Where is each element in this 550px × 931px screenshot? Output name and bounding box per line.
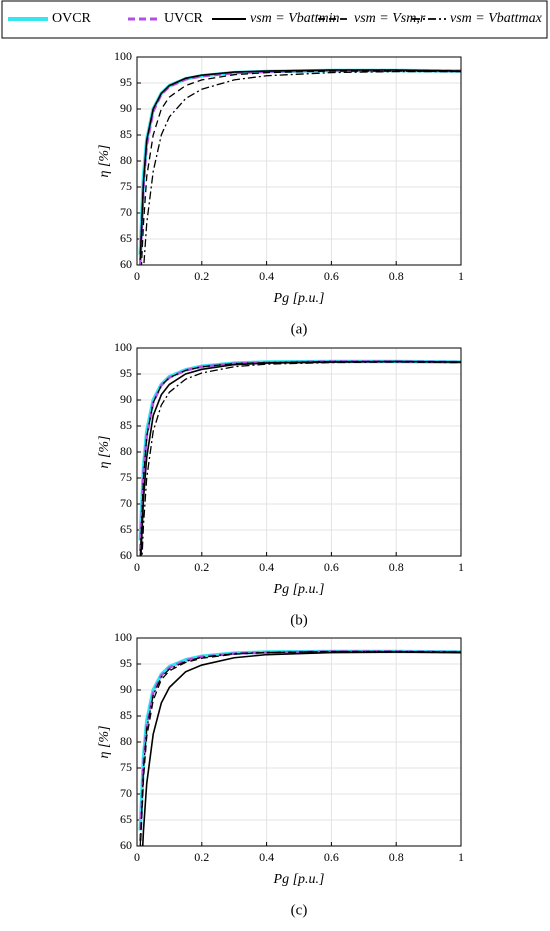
y-tick-label: 90 bbox=[120, 392, 132, 406]
y-tick-label: 80 bbox=[120, 734, 132, 748]
x-tick-label: 1 bbox=[458, 560, 464, 574]
legend-label: vsm = Vbattmin bbox=[250, 11, 340, 26]
axes-box bbox=[136, 56, 462, 266]
x-tick-label: 0 bbox=[134, 850, 140, 864]
x-tick-label: 1 bbox=[458, 850, 464, 864]
axes-box bbox=[136, 637, 462, 847]
y-tick-label: 95 bbox=[120, 75, 132, 89]
y-axis-label: η [%] bbox=[97, 144, 112, 177]
caption: (a) bbox=[291, 321, 308, 337]
x-axis-label: Pg [p.u.] bbox=[273, 872, 325, 887]
x-axis-label: Pg [p.u.] bbox=[273, 582, 325, 597]
y-tick-label: 95 bbox=[120, 656, 132, 670]
x-tick-label: 0.4 bbox=[259, 850, 274, 864]
axes-box bbox=[136, 347, 462, 557]
y-tick-label: 75 bbox=[120, 179, 132, 193]
series-line bbox=[139, 650, 461, 846]
caption: (c) bbox=[291, 902, 308, 918]
y-tick-label: 60 bbox=[120, 548, 132, 562]
y-tick-label: 90 bbox=[120, 682, 132, 696]
x-tick-label: 0.8 bbox=[389, 850, 404, 864]
x-tick-label: 0 bbox=[134, 269, 140, 283]
y-tick-label: 65 bbox=[120, 812, 132, 826]
y-tick-label: 70 bbox=[120, 205, 132, 219]
y-tick-label: 60 bbox=[120, 838, 132, 852]
x-tick-label: 0.8 bbox=[389, 560, 404, 574]
caption: (b) bbox=[290, 612, 308, 628]
x-tick-label: 0 bbox=[134, 560, 140, 574]
y-tick-label: 60 bbox=[120, 257, 132, 271]
y-axis-label: η [%] bbox=[97, 725, 112, 758]
x-axis-label: Pg [p.u.] bbox=[273, 291, 325, 306]
legend-label: vsm = Vbattmax bbox=[450, 11, 543, 26]
legend-label: UVCR bbox=[164, 11, 204, 26]
y-tick-label: 70 bbox=[120, 496, 132, 510]
legend-box bbox=[1, 0, 548, 39]
y-tick-label: 85 bbox=[120, 708, 132, 722]
series-line bbox=[138, 69, 461, 265]
x-tick-label: 0.4 bbox=[259, 560, 274, 574]
x-tick-label: 0.6 bbox=[324, 269, 339, 283]
y-tick-label: 75 bbox=[120, 760, 132, 774]
y-tick-label: 70 bbox=[120, 786, 132, 800]
x-tick-label: 0.6 bbox=[324, 850, 339, 864]
y-tick-label: 85 bbox=[120, 418, 132, 432]
x-tick-label: 1 bbox=[458, 269, 464, 283]
x-tick-label: 0.2 bbox=[194, 560, 209, 574]
x-tick-label: 0.2 bbox=[194, 269, 209, 283]
y-tick-label: 75 bbox=[120, 470, 132, 484]
series-line bbox=[140, 360, 461, 556]
x-tick-label: 0.4 bbox=[259, 269, 274, 283]
x-tick-label: 0.6 bbox=[324, 560, 339, 574]
y-tick-label: 95 bbox=[120, 366, 132, 380]
y-tick-label: 65 bbox=[120, 522, 132, 536]
series-line bbox=[139, 360, 461, 556]
legend-label: vsm = Vsm,r bbox=[354, 11, 426, 26]
x-tick-label: 0.2 bbox=[194, 850, 209, 864]
series-line bbox=[139, 69, 461, 260]
legend-label: OVCR bbox=[52, 11, 92, 26]
y-axis-label: η [%] bbox=[97, 435, 112, 468]
series-line bbox=[141, 361, 461, 556]
y-tick-label: 90 bbox=[120, 101, 132, 115]
series-line bbox=[143, 70, 461, 265]
series-line bbox=[139, 650, 461, 846]
y-tick-label: 100 bbox=[114, 49, 132, 63]
y-tick-label: 80 bbox=[120, 444, 132, 458]
y-tick-label: 100 bbox=[114, 630, 132, 644]
series-line bbox=[140, 70, 461, 265]
y-tick-label: 100 bbox=[114, 340, 132, 354]
y-tick-label: 65 bbox=[120, 231, 132, 245]
y-tick-label: 80 bbox=[120, 153, 132, 167]
x-tick-label: 0.8 bbox=[389, 269, 404, 283]
series-line bbox=[141, 651, 461, 846]
y-tick-label: 85 bbox=[120, 127, 132, 141]
